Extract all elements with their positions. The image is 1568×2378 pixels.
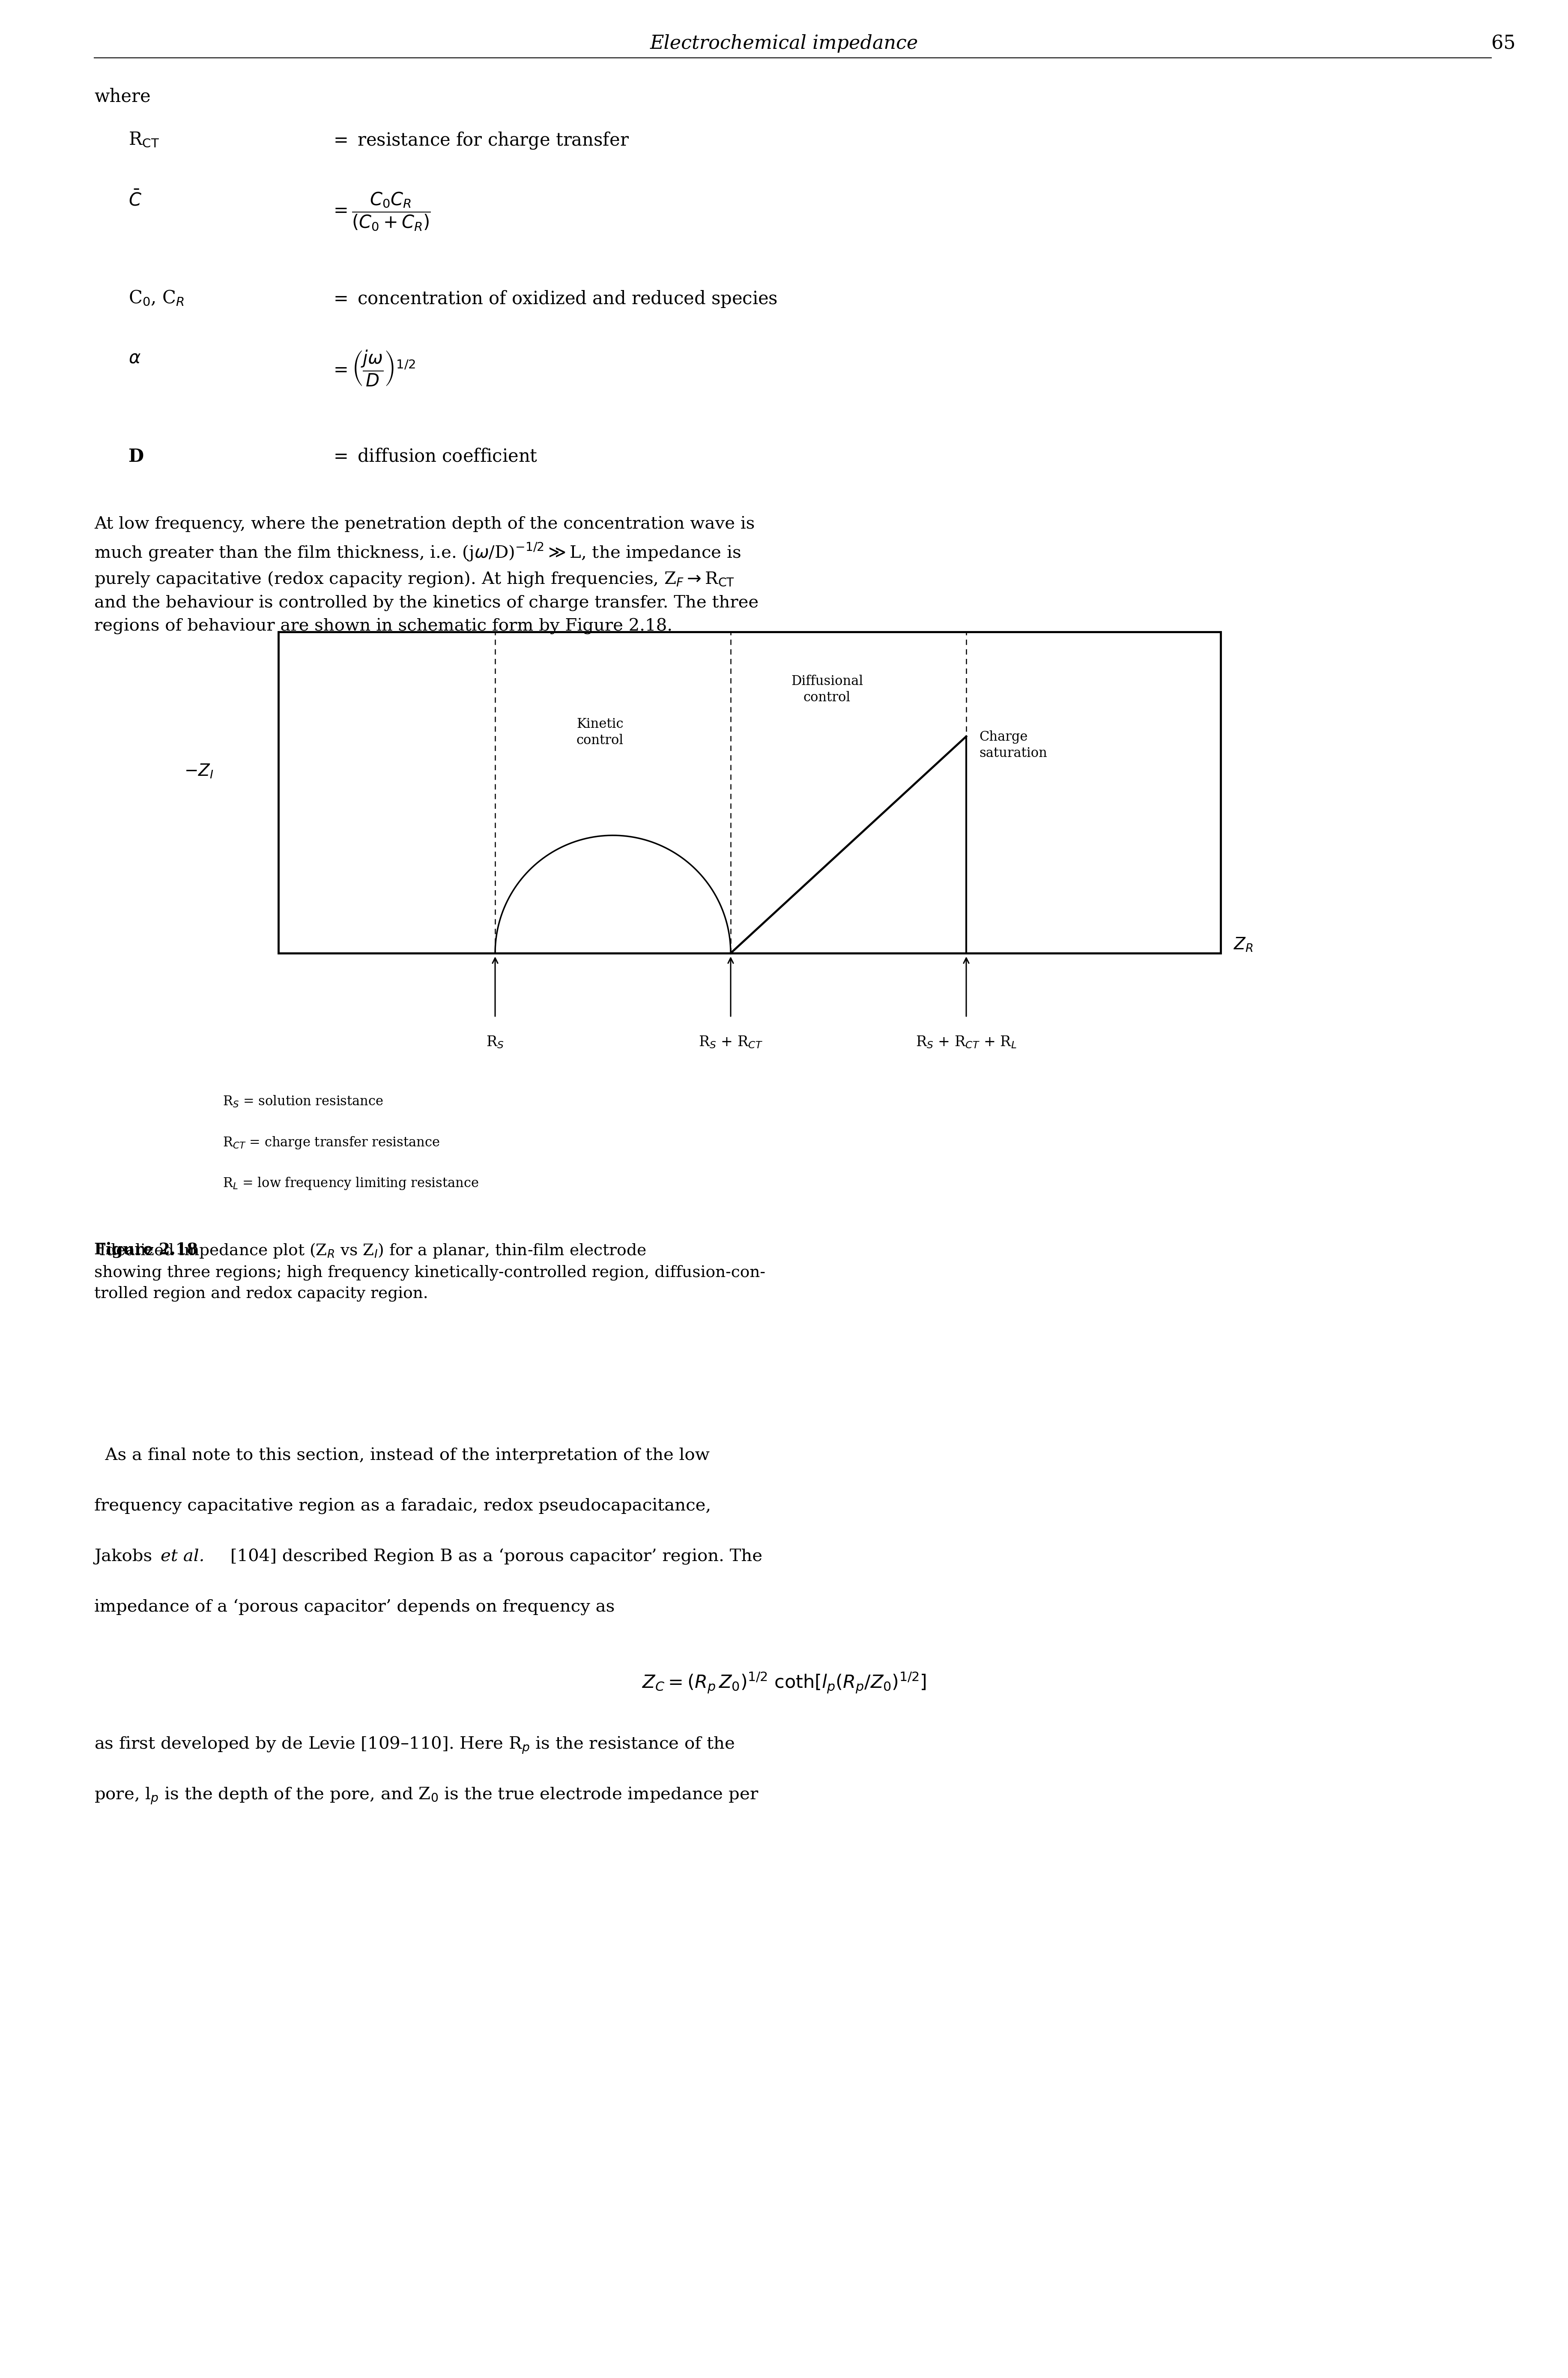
Text: $=\left(\dfrac{j\omega}{D}\right)^{1/2}$: $=\left(\dfrac{j\omega}{D}\right)^{1/2}$ (329, 350, 416, 388)
Text: frequency capacitative region as a faradaic, redox pseudocapacitance,: frequency capacitative region as a farad… (94, 1498, 710, 1515)
Text: R$_S$: R$_S$ (486, 1034, 503, 1049)
Text: 65: 65 (1491, 33, 1515, 52)
Text: Figure 2.18: Figure 2.18 (94, 1241, 198, 1258)
Bar (278, 633, 1220, 954)
Text: where: where (94, 88, 151, 105)
Text: R$_S$ + R$_{CT}$: R$_S$ + R$_{CT}$ (698, 1034, 762, 1049)
Text: Jakobs: Jakobs (94, 1548, 157, 1565)
Text: $-Z_I$: $-Z_I$ (183, 763, 213, 780)
Text: R$_S$ + R$_{CT}$ + R$_L$: R$_S$ + R$_{CT}$ + R$_L$ (916, 1034, 1016, 1049)
Text: Charge
saturation: Charge saturation (978, 730, 1047, 761)
Text: Kinetic
control: Kinetic control (577, 718, 624, 747)
Text: R$_S$ = solution resistance: R$_S$ = solution resistance (223, 1094, 383, 1108)
Text: R$_{CT}$ = charge transfer resistance: R$_{CT}$ = charge transfer resistance (223, 1134, 439, 1151)
Text: as first developed by de Levie [109–110]. Here R$_p$ is the resistance of the: as first developed by de Levie [109–110]… (94, 1736, 734, 1755)
Bar (0, 1363, 1568, 1705)
Text: $Z_R$: $Z_R$ (1232, 937, 1253, 954)
Text: impedance of a ‘porous capacitor’ depends on frequency as: impedance of a ‘porous capacitor’ depend… (94, 1598, 615, 1615)
Text: Diffusional
control: Diffusional control (790, 675, 862, 704)
Text: $=$ concentration of oxidized and reduced species: $=$ concentration of oxidized and reduce… (329, 290, 778, 309)
Text: $\alpha$: $\alpha$ (129, 350, 141, 366)
Text: [104] described Region B as a ‘porous capacitor’ region. The: [104] described Region B as a ‘porous ca… (224, 1548, 762, 1565)
Text: Electrochemical impedance: Electrochemical impedance (649, 33, 919, 52)
Text: D: D (129, 447, 144, 466)
Text: Jakobs $et\ al.$ [104] described Region B as a \u2018porous capacitor\u2019 regi: Jakobs $et\ al.$ [104] described Region … (94, 1531, 855, 1550)
Text: As a final note to this section, instead of the interpretation of the low: As a final note to this section, instead… (94, 1448, 709, 1462)
Text: $=\dfrac{C_0 C_R}{(C_0 + C_R)}$: $=\dfrac{C_0 C_R}{(C_0 + C_R)}$ (329, 190, 431, 231)
Text: impedance of a ‘porous capacitor’ depends on frequency as: impedance of a ‘porous capacitor’ depend… (94, 1579, 615, 1596)
Text: R$_L$ = low frequency limiting resistance: R$_L$ = low frequency limiting resistanc… (223, 1177, 478, 1191)
Text: At low frequency, where the penetration depth of the concentration wave is
much : At low frequency, where the penetration … (94, 516, 759, 635)
Text: $\bar{C}$: $\bar{C}$ (129, 190, 141, 209)
Text: pore, l$_p$ is the depth of the pore, and Z$_0$ is the true electrode impedance : pore, l$_p$ is the depth of the pore, an… (94, 1786, 759, 1807)
Text: $=$ resistance for charge transfer: $=$ resistance for charge transfer (329, 131, 629, 150)
Text: As a final note to this section, instead of the interpretation of the low
freque: As a final note to this section, instead… (94, 1448, 710, 1510)
Text: R$_{\rm CT}$: R$_{\rm CT}$ (129, 131, 160, 150)
Text: $=$ diffusion coefficient: $=$ diffusion coefficient (329, 447, 538, 466)
Text: $Z_C = (R_p\,Z_0)^{1/2}\ \mathrm{coth}[l_p(R_p/Z_0)^{1/2}]$: $Z_C = (R_p\,Z_0)^{1/2}\ \mathrm{coth}[l… (641, 1672, 927, 1696)
Text: Idealized impedance plot (Z$_R$ vs Z$_I$) for a planar, thin-film electrode
show: Idealized impedance plot (Z$_R$ vs Z$_I$… (94, 1241, 765, 1301)
Text: C$_0$, C$_R$: C$_0$, C$_R$ (129, 290, 183, 307)
Text: et al.: et al. (160, 1548, 204, 1565)
